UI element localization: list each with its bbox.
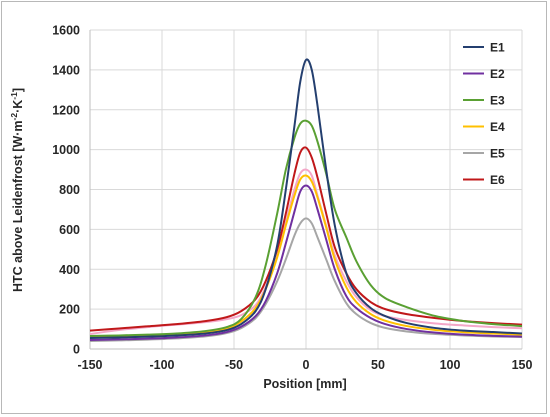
x-tick-label: 50: [371, 358, 385, 372]
y-axis-title-exp2: -1: [9, 92, 19, 100]
x-tick-label: 150: [512, 358, 533, 372]
series-line-e2: [89, 184, 523, 342]
x-tick-label: -50: [225, 358, 243, 372]
y-tick-label: 800: [59, 183, 80, 197]
y-tick-label: 1400: [52, 63, 80, 77]
legend-label-e3: E3: [490, 94, 505, 108]
y-axis-title: HTC above Leidenfrost [W·m-2·K-1]: [9, 88, 25, 292]
x-tick-label: 0: [303, 358, 310, 372]
legend-label-e2: E2: [490, 67, 505, 81]
legend-label-e5: E5: [490, 147, 505, 161]
legend-label-e4: E4: [490, 120, 505, 134]
y-tick-label: 1200: [52, 103, 80, 117]
legend-label-e6: E6: [490, 173, 505, 187]
y-tick-label: 1000: [52, 143, 80, 157]
series-line-unlabeled: [89, 168, 523, 336]
y-tick-label: 200: [59, 303, 80, 317]
axes: [89, 30, 522, 350]
legend-label-e1: E1: [490, 41, 505, 55]
gridlines: [90, 29, 523, 349]
y-tick-label: 400: [59, 263, 80, 277]
y-axis-title-middle: ·K: [11, 100, 25, 113]
series-lines: [89, 58, 523, 343]
legend: E1 E2 E3 E4 E5 E6: [463, 41, 505, 187]
series-line-e3: [89, 119, 523, 338]
y-tick-label: 0: [73, 343, 80, 357]
y-axis-title-prefix: HTC above Leidenfrost [W·m: [11, 120, 25, 292]
x-tick-label: -150: [77, 358, 102, 372]
x-tick-label: 100: [440, 358, 461, 372]
y-tick-label: 1600: [52, 24, 80, 38]
y-tick-label: 600: [59, 223, 80, 237]
series-line-e1: [89, 58, 523, 340]
y-axis-title-exp1: -2: [9, 113, 19, 121]
x-axis-title: Position [mm]: [263, 377, 346, 391]
series-line-e6: [89, 146, 523, 332]
tick-labels: -150 -100 -50 0 50 100 150 0 200 400 600 800 1000 120…: [52, 24, 532, 373]
x-tick-label: -100: [149, 358, 174, 372]
y-axis-title-suffix: ]: [11, 88, 25, 92]
